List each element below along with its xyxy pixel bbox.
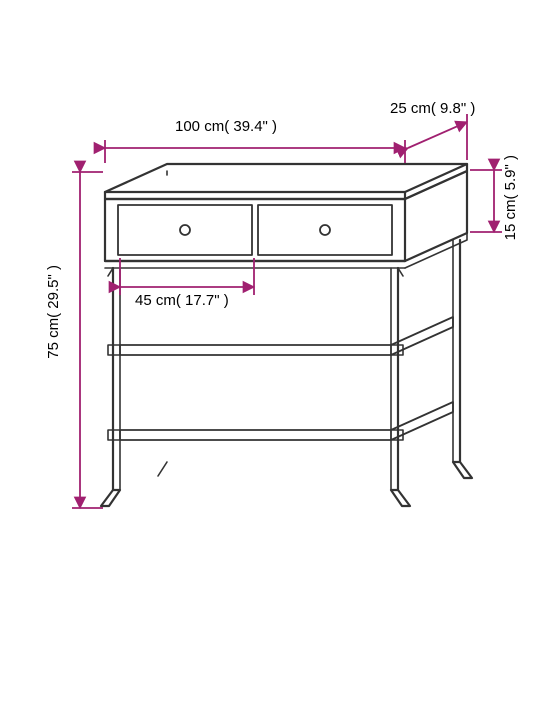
dimension-lines (72, 114, 502, 508)
dim-width-in: ( 39.4" ) (224, 118, 277, 135)
dim-dh-cm: 15 cm (502, 200, 519, 241)
furniture-outline (101, 164, 472, 506)
dim-width-label: 100 cm( 39.4" ) (175, 118, 277, 135)
dim-height-cm: 75 cm (45, 318, 62, 359)
dim-depth-cm: 25 cm (390, 100, 431, 117)
dim-dw-cm: 45 cm (135, 292, 176, 309)
dim-height-label: 75 cm( 29.5" ) (45, 265, 62, 359)
dim-dh-in: ( 5.9" ) (502, 155, 519, 200)
drawing-canvas: 100 cm( 39.4" ) 25 cm( 9.8" ) 75 cm( 29.… (0, 0, 540, 720)
dim-height-in: ( 29.5" ) (45, 265, 62, 318)
dim-drawer-height-label: 15 cm( 5.9" ) (502, 155, 519, 240)
dim-width-cm: 100 cm (175, 118, 224, 135)
dim-depth-in: ( 9.8" ) (431, 100, 476, 117)
dim-drawer-width-label: 45 cm( 17.7" ) (135, 292, 229, 309)
dim-depth-label: 25 cm( 9.8" ) (390, 100, 475, 117)
dim-dw-in: ( 17.7" ) (176, 292, 229, 309)
